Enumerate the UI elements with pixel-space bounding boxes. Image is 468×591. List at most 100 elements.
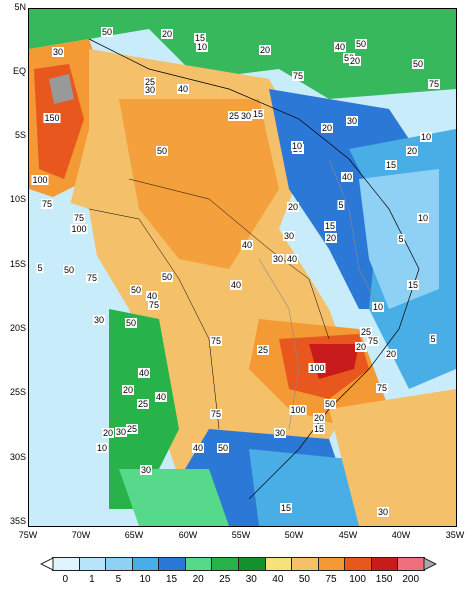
contour-label: 25 (359, 327, 373, 337)
contour-label: 30 (345, 116, 359, 126)
contour-label: 25 (227, 111, 241, 121)
contour-label: 10 (195, 42, 209, 52)
contour-label: 50 (354, 39, 368, 49)
contour-label: 50 (155, 146, 169, 156)
contour-label: 5 (36, 263, 44, 273)
contour-label: 30 (51, 47, 65, 57)
contour-label: 30 (282, 231, 296, 241)
contour-label: 100 (289, 405, 307, 415)
contour-label: 50 (100, 27, 114, 37)
contour-label: 40 (285, 254, 299, 264)
legend-swatch (291, 557, 319, 571)
legend-right-arrow (423, 557, 437, 571)
contour-label: 40 (240, 240, 254, 250)
contour-label: 40 (145, 291, 159, 301)
precipitation-map (28, 8, 457, 527)
contour-label: 10 (371, 302, 385, 312)
contour-label: 5 (337, 200, 345, 210)
legend-value-label: 5 (115, 574, 122, 585)
contour-label: 40 (154, 392, 168, 402)
legend-swatch (238, 557, 266, 571)
latitude-label: 20S (9, 323, 26, 333)
legend-value-label: 40 (272, 574, 284, 585)
central-orange-field (119, 99, 279, 269)
contour-label: 50 (323, 399, 337, 409)
contour-label: 25 (125, 424, 139, 434)
contour-label: 75 (40, 199, 54, 209)
contour-label: 30 (271, 254, 285, 264)
latitude-label: 5S (14, 130, 26, 140)
legend-value-label: 25 (219, 574, 231, 585)
contour-label: 150 (43, 113, 61, 123)
contour-label: 75 (375, 383, 389, 393)
color-legend (52, 557, 425, 571)
contour-label: 75 (85, 273, 99, 283)
longitude-label: 40W (391, 530, 411, 540)
south-lightblue-field (249, 449, 359, 526)
contour-label: 20 (121, 385, 135, 395)
contour-label: 40 (176, 84, 190, 94)
longitude-label: 75W (18, 530, 38, 540)
contour-label: 15 (312, 424, 326, 434)
legend-value-label: 15 (166, 574, 178, 585)
contour-label: 40 (229, 280, 243, 290)
border-line-2 (88, 208, 220, 430)
contour-label: 30 (92, 315, 106, 325)
legend-swatch (344, 557, 372, 571)
atlantic-yellow-field (329, 389, 456, 526)
contour-label: 20 (286, 202, 300, 212)
latitude-label: EQ (12, 66, 26, 76)
contour-label: 30 (114, 427, 128, 437)
contour-label: 5 (429, 334, 437, 344)
longitude-label: 35W (445, 530, 465, 540)
legend-swatch (211, 557, 239, 571)
contour-label: 30 (139, 465, 153, 475)
border-line-1 (128, 178, 330, 340)
contour-label: 75 (291, 71, 305, 81)
legend-swatch (397, 557, 425, 571)
contour-label: 25 (256, 345, 270, 355)
legend-value-label: 0 (62, 574, 69, 585)
contour-label: 40 (340, 172, 354, 182)
contour-label: 50 (129, 285, 143, 295)
state-line-2 (328, 158, 380, 310)
map-canvas (29, 9, 456, 526)
legend-swatch (158, 557, 186, 571)
contour-label: 20 (324, 233, 338, 243)
contour-label: 50 (124, 318, 138, 328)
contour-label: 20 (258, 45, 272, 55)
legend-value-label: 200 (402, 574, 420, 585)
contour-label: 75 (366, 336, 380, 346)
latitude-label: 35S (9, 516, 26, 526)
contour-label: 20 (312, 413, 326, 423)
contour-label: 40 (333, 42, 347, 52)
contour-label: 75 (427, 79, 441, 89)
legend-swatch (317, 557, 346, 571)
contour-label: 20 (405, 146, 419, 156)
contour-label: 5 (397, 234, 405, 244)
latitude-label: 15S (9, 259, 26, 269)
southwest-green-field (109, 309, 179, 509)
legend-value-label: 150 (375, 574, 393, 585)
contour-label: 100 (31, 175, 49, 185)
longitude-label: 45W (338, 530, 358, 540)
legend-swatch (184, 557, 213, 571)
contour-label: 50 (411, 59, 425, 69)
contour-label: 10 (95, 443, 109, 453)
contour-label: 15 (384, 160, 398, 170)
contour-label: 40 (191, 443, 205, 453)
latitude-label: 25S (9, 387, 26, 397)
pacific-field (29, 189, 129, 526)
legend-value-label: 1 (89, 574, 95, 585)
contour-label: 75 (72, 213, 86, 223)
longitude-label: 55W (231, 530, 251, 540)
contour-label: 50 (160, 272, 174, 282)
contour-label: 25 (136, 399, 150, 409)
contour-label: 15 (251, 109, 265, 119)
contour-label: 20 (384, 349, 398, 359)
legend-swatch (78, 557, 107, 571)
contour-label: 15 (279, 503, 293, 513)
legend-swatch (52, 557, 80, 571)
contour-label: 100 (308, 363, 326, 373)
latitude-label: 10S (9, 194, 26, 204)
